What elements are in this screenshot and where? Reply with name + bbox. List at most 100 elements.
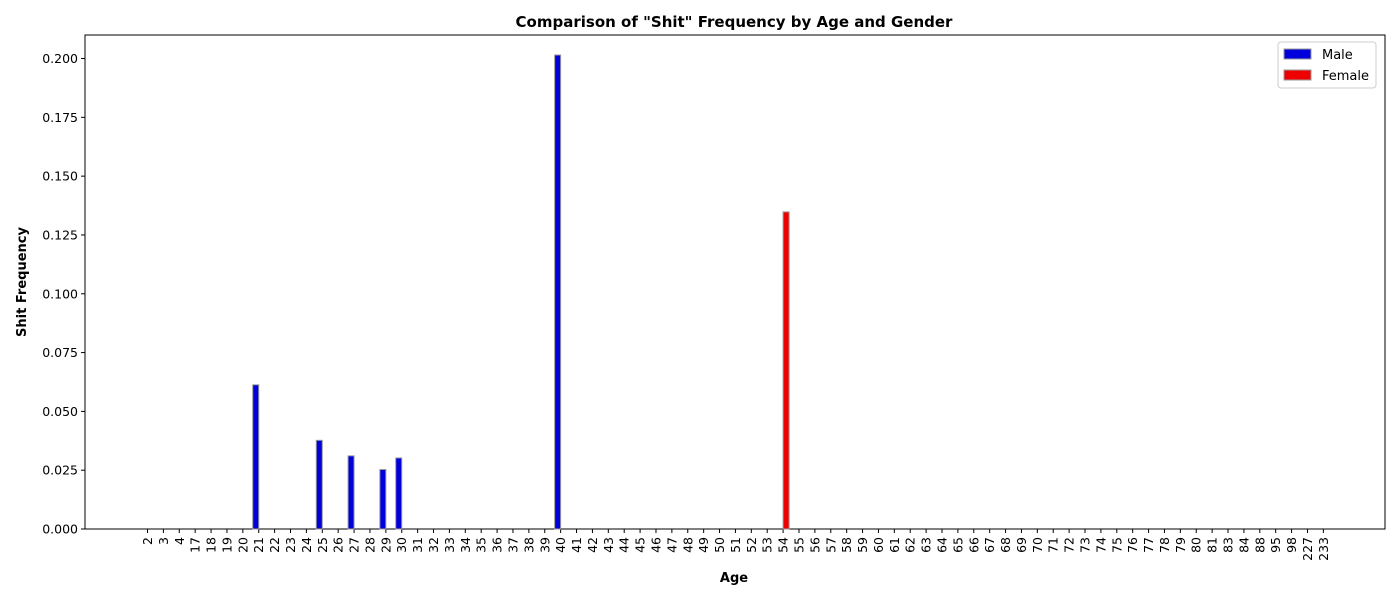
x-tick-label: 38: [521, 537, 536, 553]
x-tick-label: 70: [1030, 537, 1045, 553]
x-tick-label: 61: [887, 537, 902, 553]
x-tick-label: 60: [871, 537, 886, 553]
bar-male-age-21: [252, 384, 260, 530]
x-tick-label: 40: [553, 537, 568, 553]
y-tick-label: 0.125: [42, 227, 78, 242]
x-tick-label: 29: [378, 537, 393, 553]
x-tick-label: 27: [347, 537, 362, 553]
x-tick-label: 42: [585, 537, 600, 553]
x-tick-label: 51: [728, 537, 743, 553]
x-tick-label: 69: [1014, 537, 1029, 553]
x-tick-label: 34: [458, 537, 473, 553]
x-tick-label: 64: [935, 537, 950, 553]
x-tick-label: 47: [664, 537, 679, 553]
y-axis-label: Shit Frequency: [15, 227, 30, 337]
bar-male-age-27: [347, 455, 355, 530]
legend-swatch-male: [1283, 48, 1312, 60]
bar-male-age-30: [395, 457, 403, 530]
plot-area: 0.000 0.025 0.050 0.075 0.100 0.125 0.150 0.175…: [42, 34, 1386, 561]
y-tick-label: 0.175: [42, 110, 78, 125]
x-tick-label: 3: [156, 537, 171, 545]
x-tick-label: 50: [712, 537, 727, 553]
x-tick-label: 59: [855, 537, 870, 553]
legend: Male Female: [1277, 41, 1377, 89]
x-tick-label: 31: [410, 537, 425, 553]
chart-title: Comparison of "Shit" Frequency by Age an…: [516, 13, 954, 31]
x-tick-label: 88: [1252, 537, 1267, 553]
x-tick-label: 32: [426, 537, 441, 553]
x-tick-label: 80: [1189, 537, 1204, 553]
x-tick-label: 23: [283, 537, 298, 553]
x-tick-label: 98: [1284, 537, 1299, 553]
y-tick-label: 0.000: [42, 522, 78, 537]
x-tick-label: 77: [1141, 537, 1156, 553]
x-tick-label: 2: [140, 537, 155, 545]
x-tick-label: 33: [442, 537, 457, 553]
x-tick-label: 66: [966, 537, 981, 553]
x-tick-label: 41: [569, 537, 584, 553]
x-tick-label: 36: [490, 537, 505, 553]
x-tick-label: 17: [188, 537, 203, 553]
legend-label-female: Female: [1322, 69, 1369, 84]
x-tick-label: 68: [998, 537, 1013, 553]
x-tick-label: 74: [1093, 537, 1108, 553]
y-tick-label: 0.025: [42, 463, 78, 478]
bar-male-age-40: [554, 54, 562, 530]
x-tick-label: 73: [1078, 537, 1093, 553]
legend-label-male: Male: [1322, 48, 1353, 63]
x-tick-label: 30: [394, 537, 409, 553]
x-tick-label: 54: [776, 537, 791, 553]
x-tick-label: 43: [601, 537, 616, 553]
x-tick-label: 227: [1300, 537, 1315, 561]
x-tick-label: 72: [1062, 537, 1077, 553]
x-tick-label: 37: [505, 537, 520, 553]
bar-male-age-29: [379, 468, 387, 530]
x-tick-label: 75: [1109, 537, 1124, 553]
y-tick-label: 0.150: [42, 169, 78, 184]
x-tick-label: 55: [791, 537, 806, 553]
x-tick-label: 26: [331, 537, 346, 553]
x-tick-label: 53: [760, 537, 775, 553]
y-tick-label: 0.050: [42, 404, 78, 419]
x-tick-label: 81: [1205, 537, 1220, 553]
y-tick-label: 0.200: [42, 51, 78, 66]
x-axis-label: Age: [720, 571, 748, 586]
x-tick-label: 52: [744, 537, 759, 553]
x-tick-label: 44: [617, 537, 632, 553]
x-tick-label: 79: [1173, 537, 1188, 553]
x-tick-label: 24: [299, 537, 314, 553]
x-tick-label: 25: [315, 537, 330, 553]
plot-frame: [84, 34, 1386, 530]
x-tick-label: 22: [267, 537, 282, 553]
x-tick-label: 18: [204, 537, 219, 553]
x-tick-label: 58: [839, 537, 854, 553]
x-tick-label: 76: [1125, 537, 1140, 553]
legend-swatch-female: [1283, 69, 1312, 81]
bar-female-age-54: [782, 211, 790, 530]
x-tick-label: 4: [172, 537, 187, 545]
x-tick-label: 62: [903, 537, 918, 553]
x-tick-label: 233: [1316, 537, 1331, 561]
x-tick-label: 57: [823, 537, 838, 553]
y-tick-label: 0.075: [42, 345, 78, 360]
x-tick-label: 71: [1046, 537, 1061, 553]
bar-male-age-25: [315, 439, 323, 530]
x-tick-label: 46: [648, 537, 663, 553]
x-tick-label: 20: [235, 537, 250, 553]
x-tick-label: 35: [474, 537, 489, 553]
x-tick-label: 49: [696, 537, 711, 553]
x-tick-label: 65: [950, 537, 965, 553]
x-tick-label: 84: [1236, 537, 1251, 553]
x-tick-label: 95: [1268, 537, 1283, 553]
y-tick-label: 0.100: [42, 286, 78, 301]
x-tick-label: 19: [219, 537, 234, 553]
x-tick-label: 63: [919, 537, 934, 553]
x-tick-label: 78: [1157, 537, 1172, 553]
x-tick-label: 45: [633, 537, 648, 553]
x-tick-label: 83: [1221, 537, 1236, 553]
x-tick-label: 56: [807, 537, 822, 553]
x-tick-label: 28: [362, 537, 377, 553]
x-tick-label: 39: [537, 537, 552, 553]
x-tick-label: 48: [680, 537, 695, 553]
